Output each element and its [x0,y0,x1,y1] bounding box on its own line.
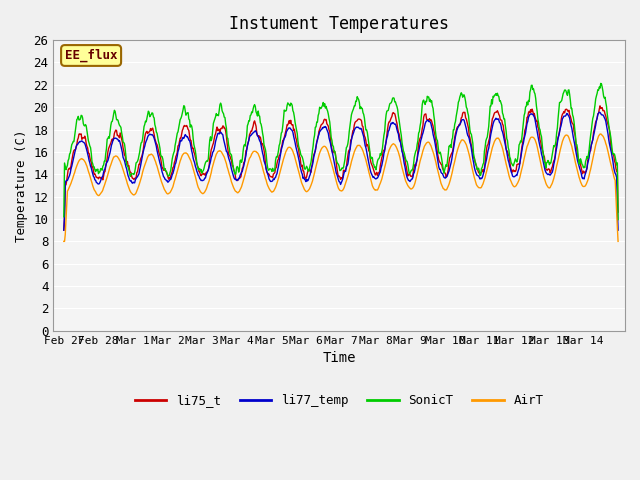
X-axis label: Time: Time [323,351,356,365]
li77_temp [429,132,437,137]
li77_temp [398,149,406,155]
Bar [53,309,625,331]
Text: EE_flux: EE_flux [65,49,117,62]
Y-axis label: Temperature (C): Temperature (C) [15,129,28,242]
Bar [53,62,625,85]
li75_t [125,163,132,168]
AirT [275,172,283,178]
SonicT [227,151,235,157]
SonicT [275,143,283,148]
li77_temp [125,175,132,180]
li75_t [614,209,622,215]
SonicT [429,106,437,111]
li75_t [227,156,235,162]
li75_t [60,228,68,233]
li75_t [596,103,604,108]
li77_temp [60,228,68,233]
SonicT [60,214,68,220]
Title: Instument Temperatures: Instument Temperatures [229,15,449,33]
li75_t [429,123,437,129]
SonicT [125,167,132,173]
AirT [60,239,68,244]
SonicT [254,108,262,114]
Bar [53,286,625,309]
li77_temp [254,133,262,139]
li77_temp [614,228,622,233]
Bar [53,174,625,197]
li75_t [275,153,283,158]
Bar [53,85,625,107]
AirT [597,131,605,137]
AirT [398,165,406,170]
AirT [614,239,622,244]
Bar [53,130,625,152]
Bar [53,197,625,219]
AirT [429,149,437,155]
Line: li75_t: li75_t [64,106,618,230]
li75_t [398,147,406,153]
li77_temp [227,163,235,168]
Bar [53,264,625,286]
Bar [53,241,625,264]
SonicT [614,217,622,223]
Line: SonicT: SonicT [64,84,618,220]
AirT [125,185,132,191]
Legend: li75_t, li77_temp, SonicT, AirT: li75_t, li77_temp, SonicT, AirT [130,389,548,412]
li77_temp [275,159,283,165]
li75_t [254,133,262,139]
AirT [254,151,262,157]
li77_temp [595,109,603,115]
Line: AirT: AirT [64,134,618,241]
SonicT [597,81,605,86]
Bar [53,40,625,62]
SonicT [398,140,406,145]
Bar [53,152,625,174]
AirT [227,176,235,182]
Bar [53,219,625,241]
Line: li77_temp: li77_temp [64,112,618,230]
Bar [53,107,625,130]
